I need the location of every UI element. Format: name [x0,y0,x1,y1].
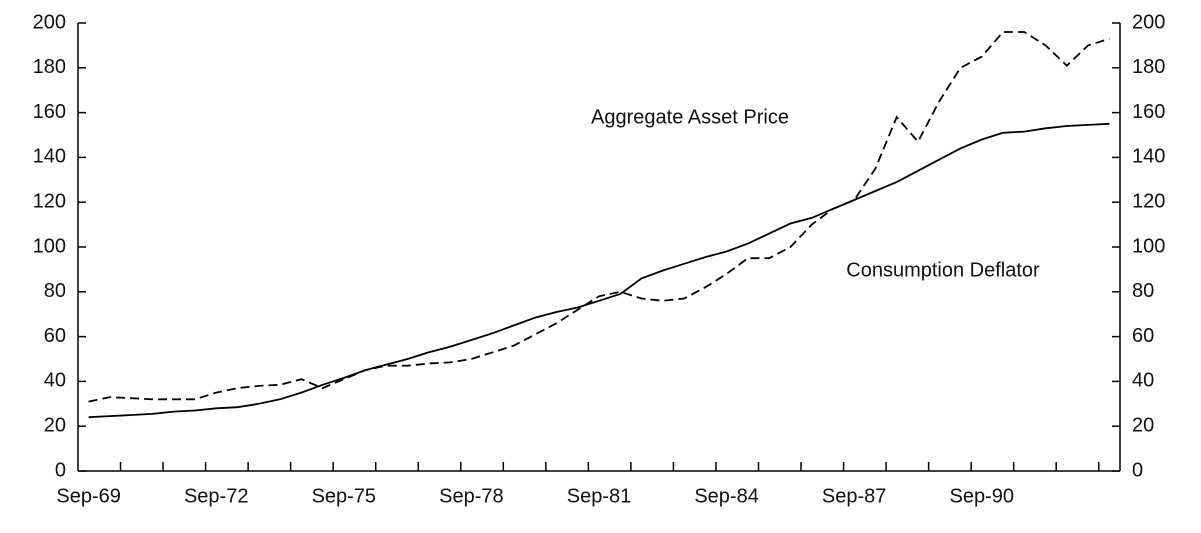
series-line [88,31,1110,403]
y-tick-label: 180 [33,56,66,78]
y-tick-label: 20 [44,414,66,436]
y2-tick-label: 160 [1132,101,1165,123]
y2-tick-label: 200 [1132,11,1165,33]
y-tick-label: 40 [44,370,66,392]
series-annotation: Consumption Deflator [846,259,1040,281]
x-tick-label: Sep-69 [56,485,121,507]
y2-tick-label: 80 [1132,280,1154,302]
y-tick-label: 160 [33,101,66,123]
x-tick-label: Sep-84 [694,485,759,507]
y2-tick-label: 40 [1132,370,1154,392]
y2-tick-label: 140 [1132,146,1165,168]
y2-tick-label: 180 [1132,56,1165,78]
x-tick-label: Sep-78 [439,485,504,507]
x-tick-label: Sep-90 [950,485,1015,507]
y-tick-label: 200 [33,11,66,33]
y-tick-label: 120 [33,190,66,212]
x-tick-label: Sep-81 [567,485,632,507]
y2-tick-label: 120 [1132,190,1165,212]
x-tick-label: Sep-87 [822,485,887,507]
y2-tick-label: 0 [1132,459,1143,481]
series-annotation: Aggregate Asset Price [591,106,789,128]
x-tick-label: Sep-72 [184,485,249,507]
y-tick-label: 80 [44,280,66,302]
y2-tick-label: 20 [1132,414,1154,436]
y2-tick-label: 60 [1132,325,1154,347]
y-tick-label: 140 [33,146,66,168]
y-tick-label: 0 [55,459,66,481]
y-tick-label: 60 [44,325,66,347]
y2-tick-label: 100 [1132,235,1165,257]
series-line [88,122,1110,419]
x-tick-label: Sep-75 [312,485,377,507]
y-tick-label: 100 [33,235,66,257]
